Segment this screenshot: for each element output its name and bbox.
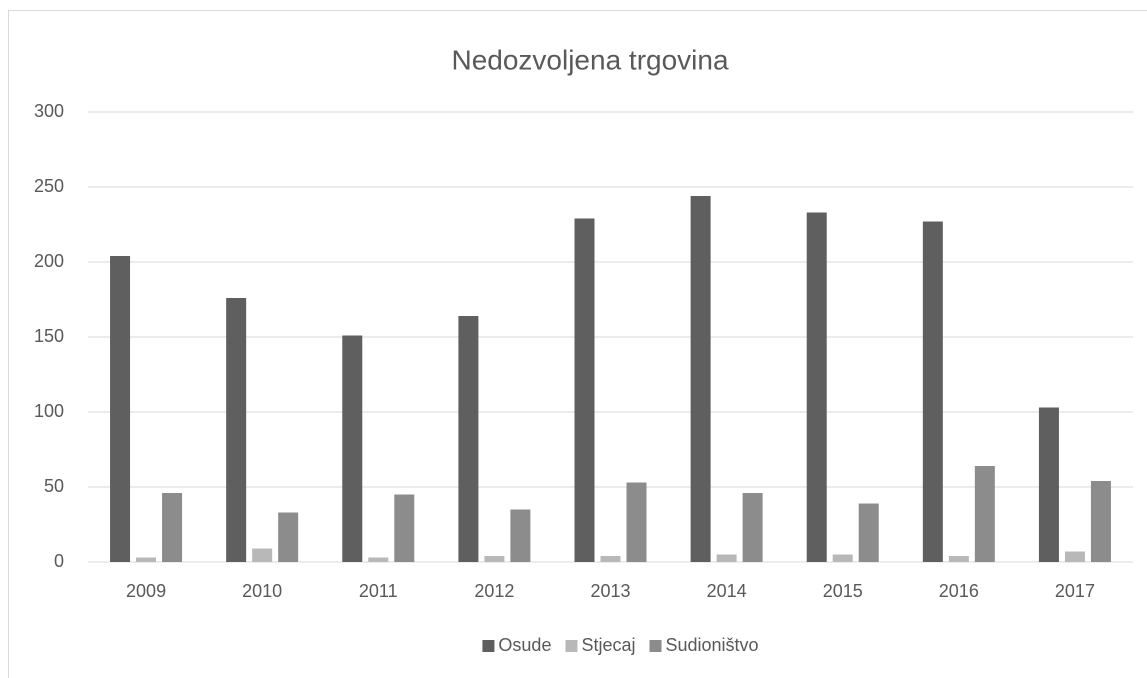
legend-swatch — [649, 640, 662, 652]
legend-swatch — [565, 640, 578, 652]
legend-label: Stjecaj — [581, 635, 635, 655]
bar — [278, 512, 299, 562]
x-tick-label: 2011 — [359, 581, 398, 601]
bar — [832, 554, 853, 562]
bar — [1090, 481, 1111, 562]
y-tick-label: 0 — [54, 551, 64, 571]
bar — [716, 554, 737, 562]
bar — [974, 466, 995, 562]
x-tick-label: 2017 — [1055, 581, 1095, 601]
x-tick-label: 2013 — [590, 581, 630, 601]
bar — [110, 256, 131, 562]
y-tick-label: 300 — [34, 101, 64, 121]
bar — [806, 212, 827, 562]
bar — [1064, 551, 1085, 562]
x-tick-label: 2014 — [707, 581, 747, 601]
x-tick-label: 2015 — [823, 581, 863, 601]
x-tick-label: 2012 — [474, 581, 514, 601]
chart-title: Nedozvoljena trgovina — [451, 44, 728, 75]
bar — [1038, 407, 1059, 562]
bar — [394, 494, 415, 562]
bar — [136, 557, 157, 562]
legend-label: Sudioništvo — [666, 635, 759, 655]
y-tick-label: 250 — [34, 176, 64, 196]
bar — [858, 503, 879, 562]
x-tick-label: 2009 — [126, 581, 166, 601]
bar — [226, 298, 247, 562]
bar — [690, 196, 711, 562]
bar — [600, 556, 621, 562]
bar — [510, 509, 531, 562]
y-tick-label: 200 — [34, 251, 64, 271]
legend-label: Osude — [498, 635, 551, 655]
bar — [342, 335, 363, 562]
bar — [574, 218, 595, 562]
y-tick-label: 150 — [34, 326, 64, 346]
bar — [626, 482, 647, 562]
bar — [458, 316, 479, 562]
bar — [742, 493, 763, 562]
bar — [252, 548, 273, 562]
x-tick-label: 2016 — [939, 581, 979, 601]
bar — [922, 221, 943, 562]
legend-swatch — [482, 640, 495, 652]
bar — [484, 556, 505, 562]
bar — [162, 493, 183, 562]
y-tick-label: 50 — [44, 476, 64, 496]
bar — [368, 557, 389, 562]
x-tick-label: 2010 — [242, 581, 282, 601]
y-tick-label: 100 — [34, 401, 64, 421]
bar — [948, 556, 969, 562]
